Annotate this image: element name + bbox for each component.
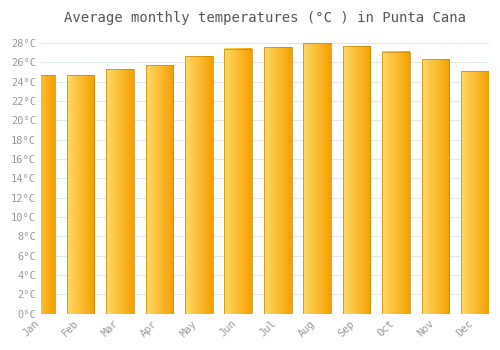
Bar [264, 47, 291, 314]
Bar [224, 49, 252, 314]
Title: Average monthly temperatures (°C ) in Punta Cana: Average monthly temperatures (°C ) in Pu… [64, 11, 466, 25]
Bar [106, 69, 134, 314]
Bar [66, 75, 94, 314]
Bar [462, 71, 489, 314]
Bar [146, 65, 173, 314]
Bar [304, 43, 331, 314]
Bar [422, 60, 450, 314]
Bar [382, 51, 410, 314]
Bar [185, 56, 212, 314]
Bar [343, 46, 370, 314]
Bar [27, 75, 55, 314]
